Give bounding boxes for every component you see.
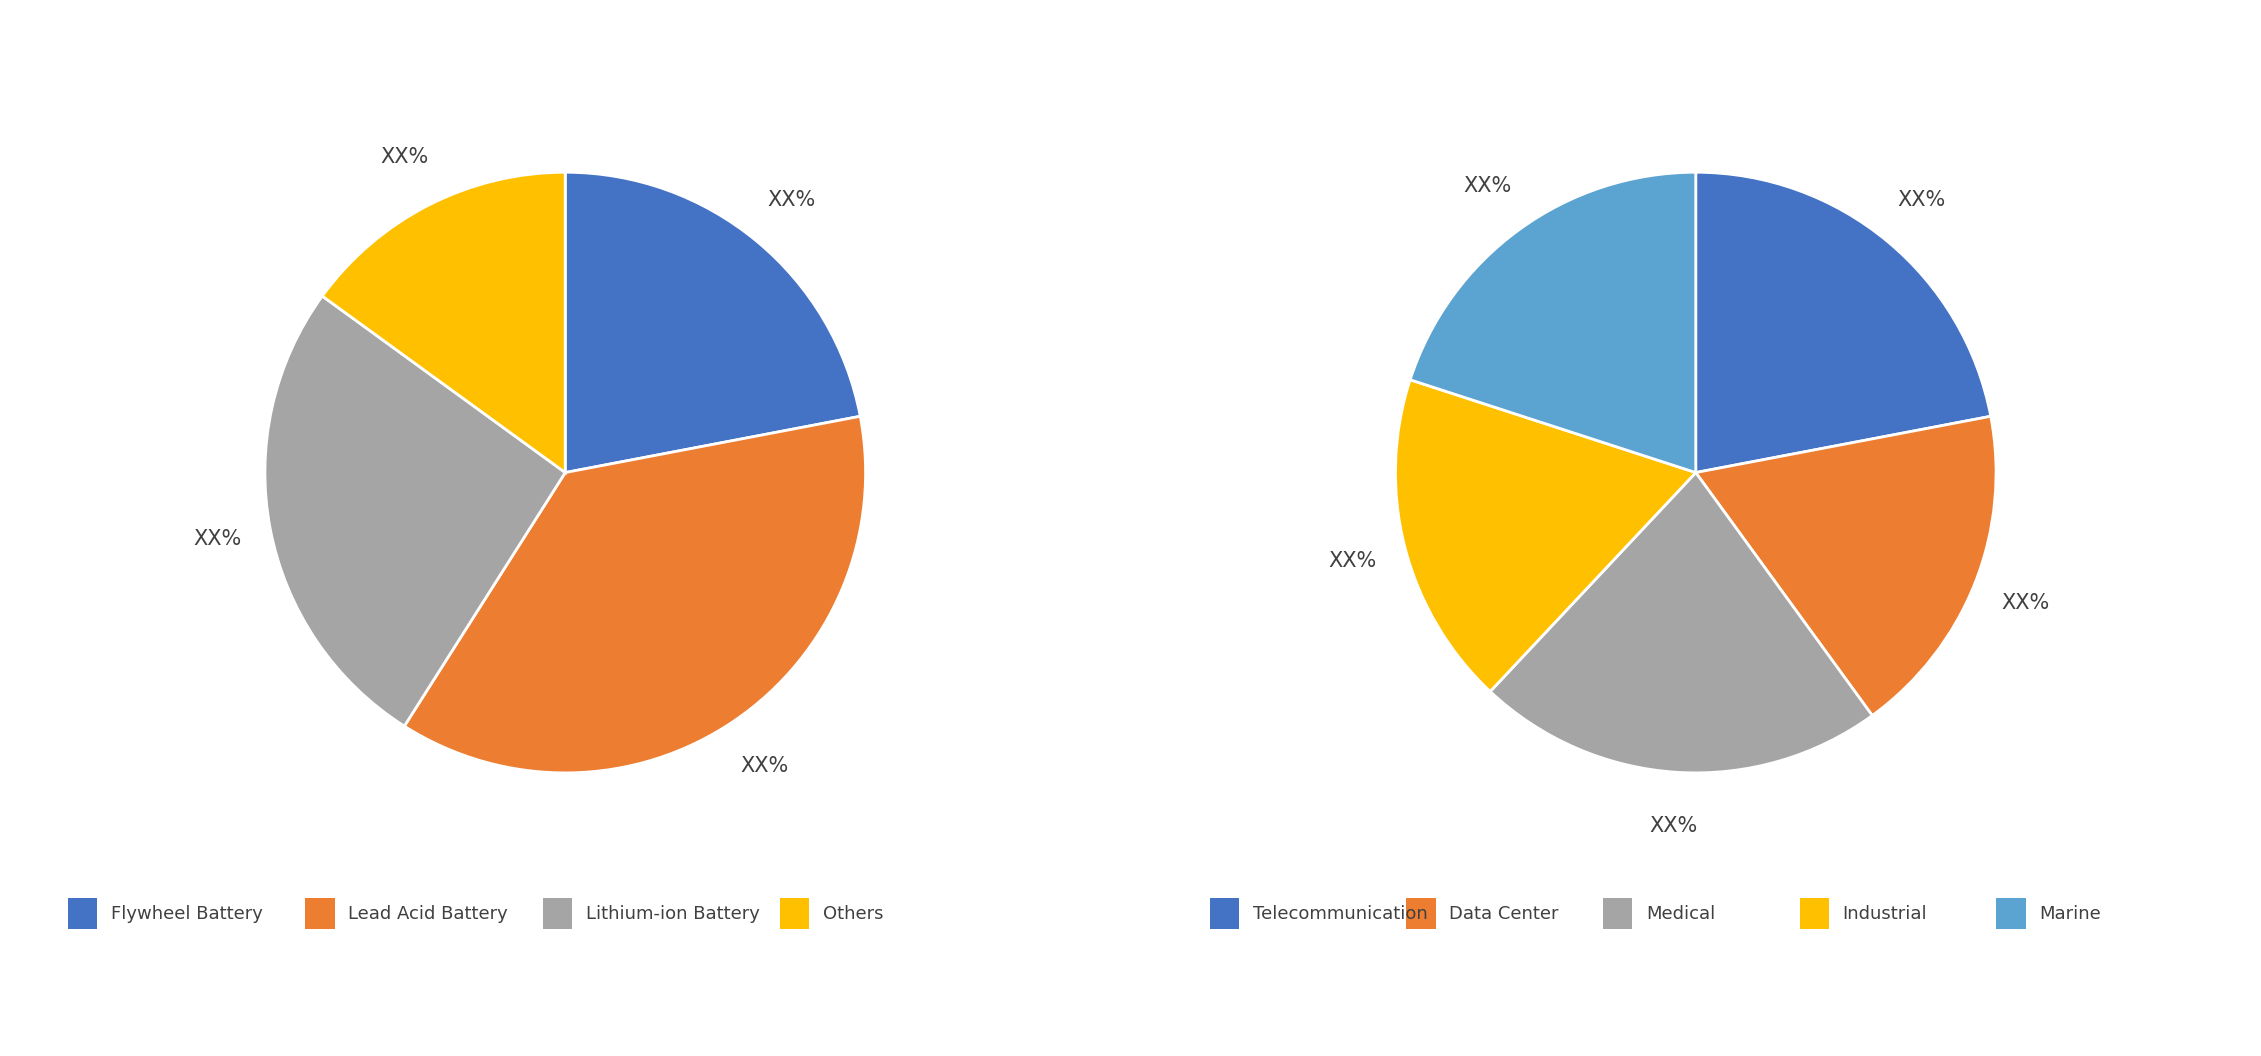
Bar: [305, 899, 335, 929]
Text: Marine: Marine: [2039, 905, 2100, 923]
Text: Website: www.theindustrystats.com: Website: www.theindustrystats.com: [1865, 1003, 2220, 1022]
Text: XX%: XX%: [1329, 550, 1377, 570]
Text: Lithium-ion Battery: Lithium-ion Battery: [586, 905, 760, 923]
Wedge shape: [1696, 416, 1996, 716]
Wedge shape: [1490, 472, 1872, 773]
Wedge shape: [405, 416, 866, 773]
Text: Source: Theindustrystats Analysis: Source: Theindustrystats Analysis: [41, 1003, 375, 1022]
Text: Industrial: Industrial: [1843, 905, 1926, 923]
Text: Others: Others: [823, 905, 884, 923]
Text: XX%: XX%: [380, 147, 430, 167]
Text: XX%: XX%: [2001, 593, 2048, 614]
Bar: [1996, 899, 2026, 929]
Text: XX%: XX%: [1463, 176, 1513, 195]
Wedge shape: [323, 172, 565, 472]
Text: Lead Acid Battery: Lead Acid Battery: [348, 905, 509, 923]
Wedge shape: [265, 296, 565, 727]
Text: XX%: XX%: [192, 529, 242, 549]
Text: XX%: XX%: [1897, 189, 1947, 209]
Wedge shape: [1696, 172, 1990, 472]
Bar: [780, 899, 809, 929]
Text: Telecommunication: Telecommunication: [1253, 905, 1427, 923]
Bar: [543, 899, 572, 929]
Text: XX%: XX%: [1648, 816, 1698, 836]
Wedge shape: [1395, 380, 1696, 692]
Text: Data Center: Data Center: [1449, 905, 1558, 923]
Bar: [1406, 899, 1436, 929]
Bar: [68, 899, 97, 929]
Bar: [1603, 899, 1632, 929]
Text: XX%: XX%: [766, 189, 816, 209]
Bar: [1210, 899, 1239, 929]
Text: Email: sales@theindustrystats.com: Email: sales@theindustrystats.com: [959, 1003, 1302, 1022]
Text: Medical: Medical: [1646, 905, 1716, 923]
Wedge shape: [565, 172, 859, 472]
Wedge shape: [1411, 172, 1696, 472]
Bar: [1800, 899, 1829, 929]
Text: XX%: XX%: [739, 756, 789, 776]
Text: Flywheel Battery: Flywheel Battery: [111, 905, 262, 923]
Text: Fig. Global Power Energy Storage Battery Market Share by Product Types & Applica: Fig. Global Power Energy Storage Battery…: [41, 41, 1280, 65]
